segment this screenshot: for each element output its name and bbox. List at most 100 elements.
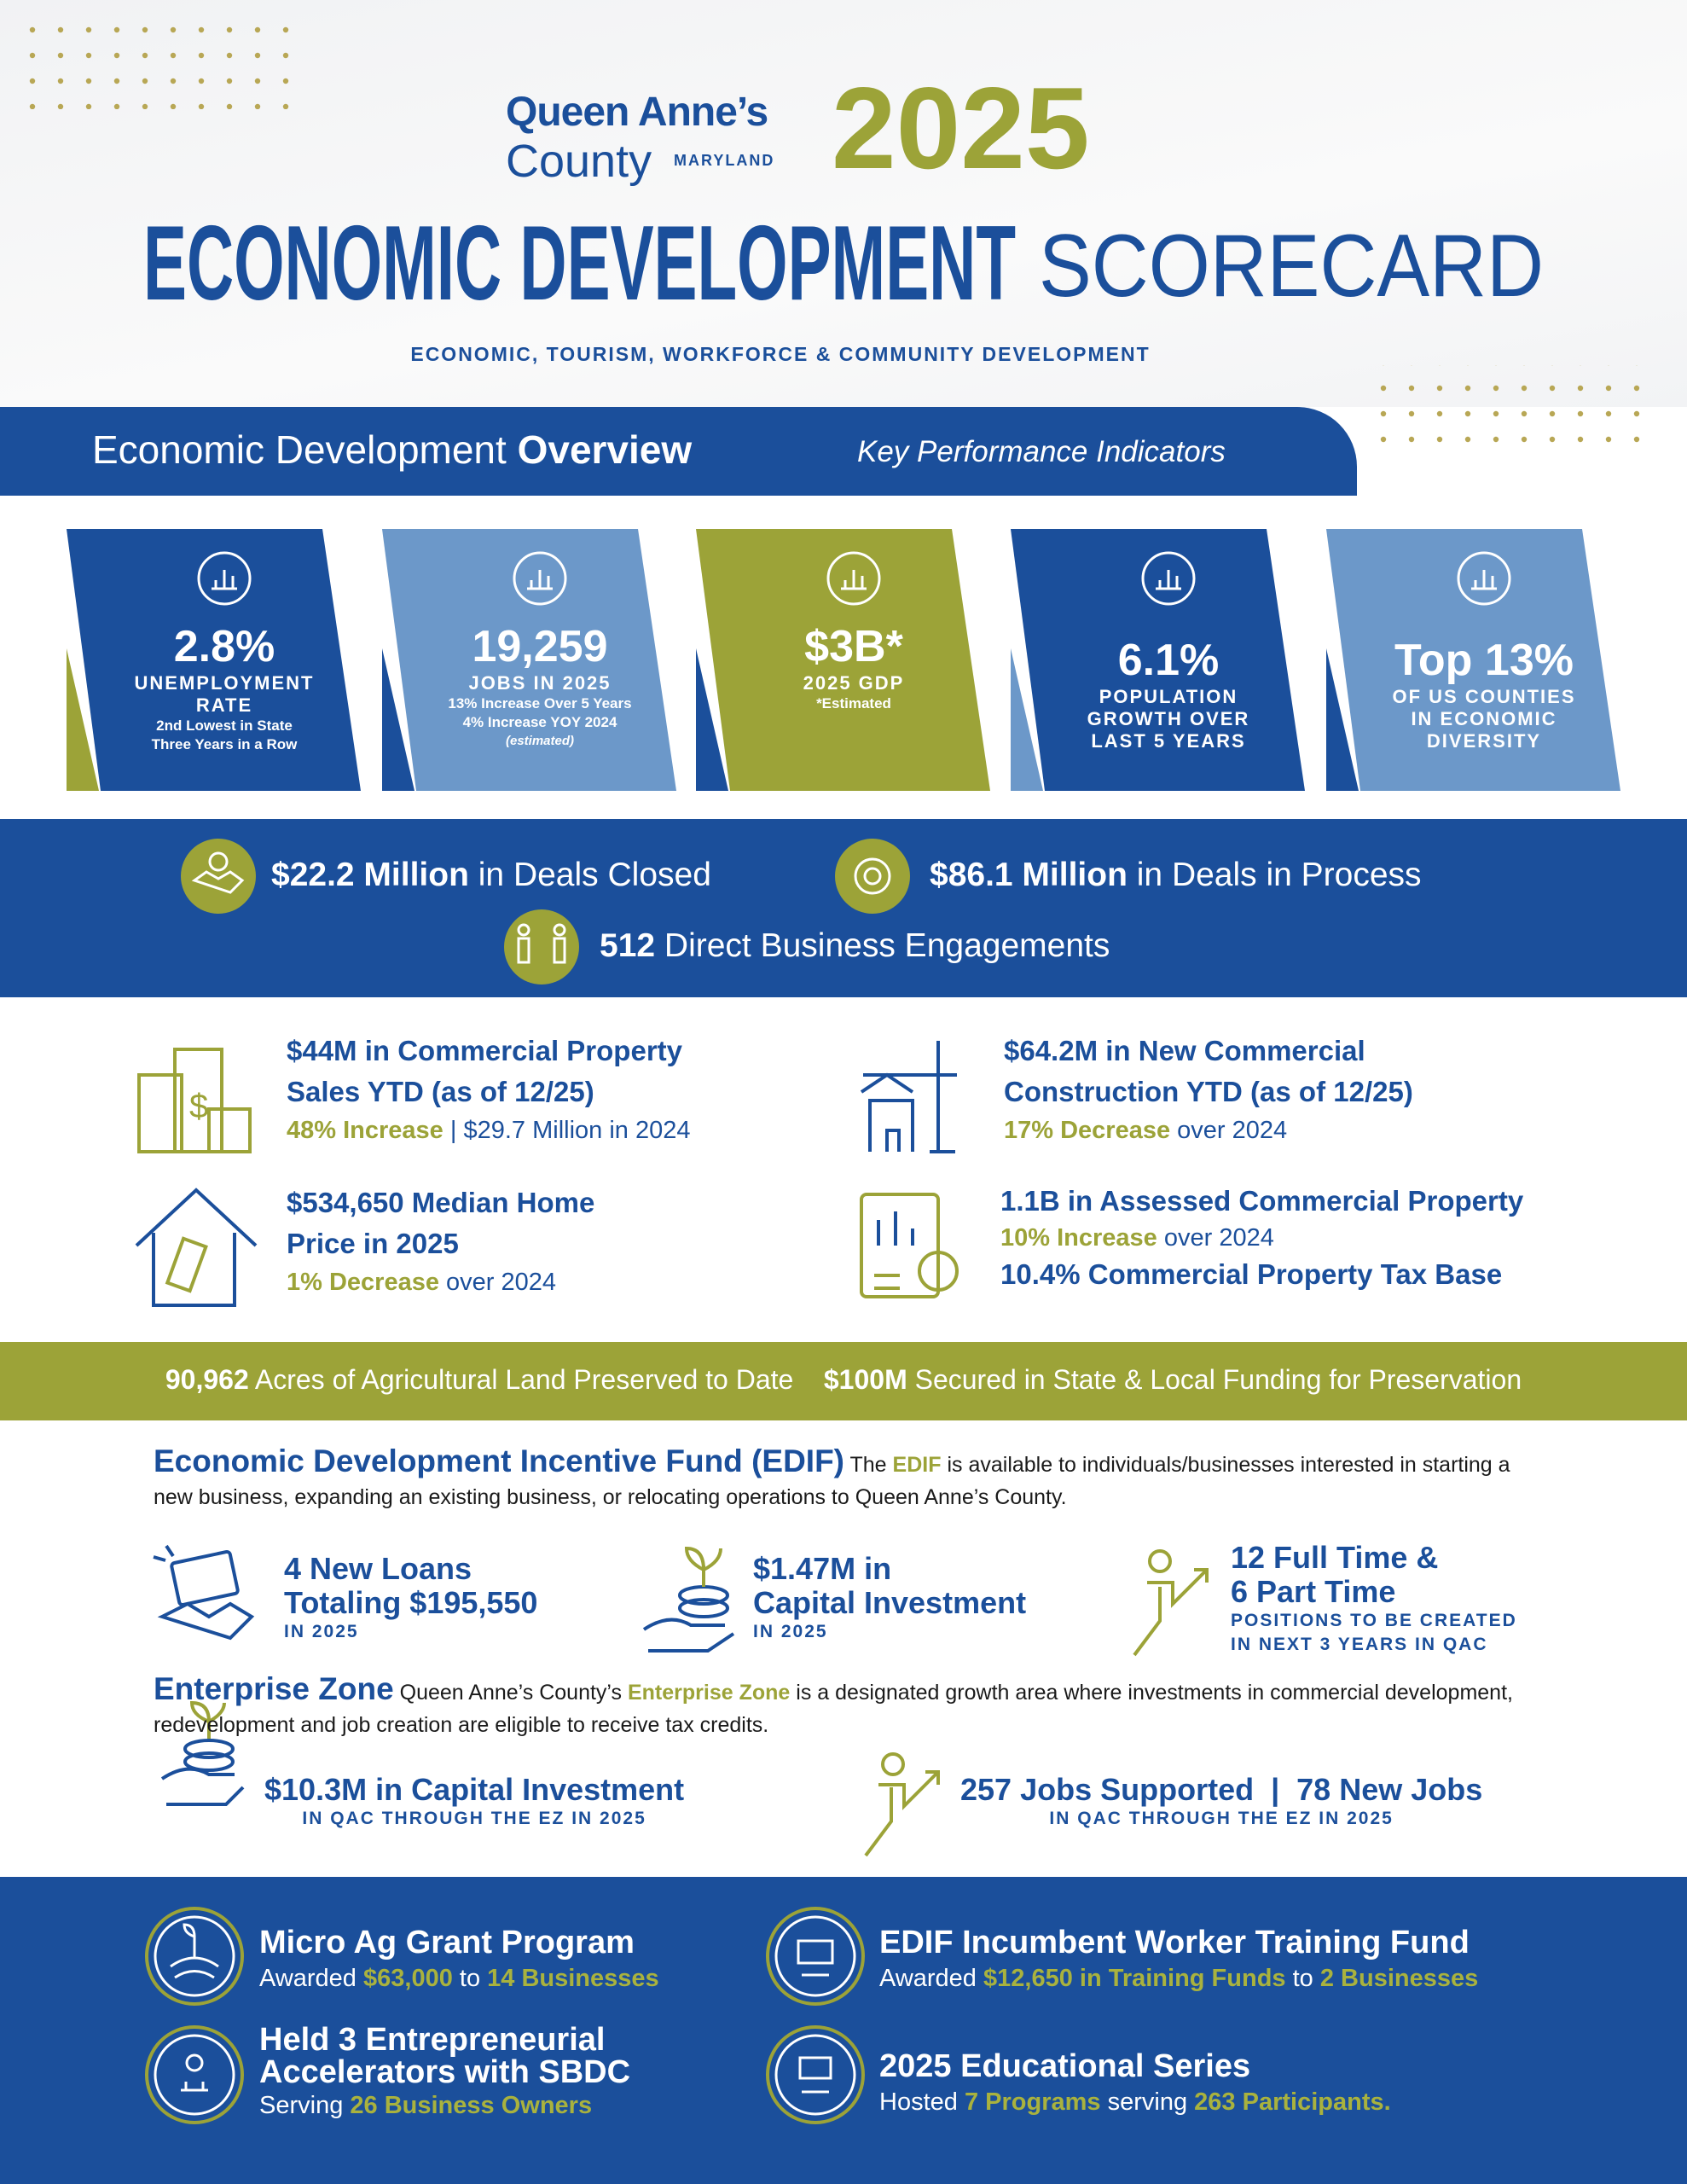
kpi-text: 2.8% UNEMPLOYMENT RATE 2nd Lowest in State T…: [101, 621, 348, 754]
deal-item: $86.1 Million in Deals in Process: [930, 857, 1422, 894]
edif-stat-title: 12 Full Time &: [1231, 1540, 1439, 1575]
program-text: serving: [1107, 2088, 1188, 2116]
property-change-line: 10% Increase over 2024: [1000, 1220, 1523, 1256]
kpi-card-accent: [1011, 648, 1043, 791]
ag-text: Secured in State & Local Funding for Pre…: [914, 1364, 1522, 1395]
kpi-text: $3B* 2025 GDP *Estimated: [730, 621, 977, 713]
svg-text:$: $: [189, 1088, 208, 1125]
kpi-card: 2.8% UNEMPLOYMENT RATE 2nd Lowest in State T…: [67, 529, 361, 791]
program: Micro Ag Grant Program Awarded $63,000 t…: [259, 1924, 659, 1995]
kpi-card: $3B* 2025 GDP *Estimated: [696, 529, 990, 791]
property-title: Construction YTD (as of 12/25): [1004, 1076, 1413, 1107]
ez-stat-sub: IN QAC THROUGH THE EZ IN 2025: [302, 1809, 646, 1828]
ez-stat: $10.3M in Capital Investment IN QAC THRO…: [264, 1773, 684, 1831]
kpi-label: RATE: [195, 694, 253, 716]
program: 2025 Educational Series Hosted 7 Program…: [879, 2048, 1391, 2119]
kpi-label: POPULATION: [1099, 686, 1238, 707]
property-title: $44M in Commercial Property: [287, 1035, 682, 1066]
program-highlight: 14 Businesses: [487, 1965, 659, 1992]
kpi-value: 6.1%: [1117, 636, 1220, 685]
program-title: EDIF Incumbent Worker Training Fund: [879, 1925, 1470, 1960]
edif-stat-title: $1.47M in: [753, 1551, 892, 1586]
deal-amount: $86.1 Million: [930, 857, 1128, 893]
program-icons: [145, 1907, 865, 2124]
kpi-card-bg: [696, 529, 990, 791]
property-title: $64.2M in New Commercial: [1004, 1035, 1365, 1066]
kpi-card-shape: [1011, 529, 1305, 791]
edif-heading: Economic Development Incentive Fund (EDI…: [154, 1443, 844, 1478]
kpi-icon-ring: [197, 551, 252, 606]
kpi-icon-detail: [841, 570, 867, 590]
ez-heading: Enterprise Zone: [154, 1671, 394, 1706]
kpi-card-bg: [67, 529, 361, 791]
program-highlight: $12,650 in Training Funds: [983, 1965, 1286, 1992]
property-title: $534,650 Median Home: [287, 1187, 595, 1218]
ez-text: Queen Anne’s County’s: [399, 1681, 623, 1705]
subtitle: ECONOMIC, TOURISM, WORKFORCE & COMMUNITY…: [410, 343, 1151, 365]
ag-amount: $100M: [823, 1364, 907, 1395]
kpi-card: Top 13% OF US COUNTIES IN ECONOMIC DIVERSIT…: [1326, 529, 1620, 791]
program-highlight: 26 Business Owners: [350, 2092, 593, 2119]
kpi-icon: [513, 551, 567, 606]
edif-stat-title: 4 New Loans: [284, 1551, 472, 1586]
kpi-label: JOBS IN 2025: [468, 672, 612, 694]
edif-stat-title: Capital Investment: [753, 1585, 1027, 1620]
kpi-icon: [197, 551, 252, 606]
program: Held 3 Entrepreneurial Accelerators with…: [259, 2024, 630, 2123]
agriculture-band: [0, 1342, 1687, 1420]
ez-stat-title: $10.3M in Capital Investment: [264, 1772, 685, 1807]
kpi-card-shape: [382, 529, 676, 791]
kpi-label: IN ECONOMIC: [1411, 708, 1557, 729]
kpi-card-shape: [696, 529, 990, 791]
kpi-icon-detail: [527, 570, 553, 590]
program-detail: Hosted 7 Programs serving 263 Participan…: [879, 2085, 1391, 2119]
kpi-icon-detail: [212, 570, 237, 590]
edif-stat-sub: POSITIONS TO BE CREATED: [1231, 1611, 1517, 1630]
deal-item: 512 Direct Business Engagements: [600, 927, 1110, 965]
kpi-card: 6.1% POPULATION GROWTH OVER LAST 5 YEARS: [1011, 529, 1305, 791]
edif-stat-sub: IN 2025: [284, 1622, 359, 1641]
ez-highlight: Enterprise Zone: [627, 1681, 791, 1705]
property-item: $64.2M in New Commercial Construction YT…: [1004, 1031, 1413, 1148]
program-text: Awarded: [259, 1965, 357, 1992]
kpi-icon-detail: [1156, 570, 1181, 590]
kpi-icon-ring: [513, 551, 567, 606]
edif-stat-sub: IN 2025: [753, 1622, 828, 1641]
property-extra: 10.4% Commercial Property Tax Base: [1000, 1258, 1503, 1290]
edif-icons: [153, 1544, 1209, 1857]
edif-stat-sub: IN NEXT 3 YEARS IN QAC: [1231, 1635, 1488, 1654]
kpi-value: 2.8%: [173, 622, 275, 671]
ez-stat: 257 Jobs Supported | 78 New Jobs IN QAC …: [960, 1773, 1482, 1831]
kpi-value: 19,259: [472, 622, 608, 671]
property-change-line: 48% Increase | $29.7 Million in 2024: [287, 1112, 690, 1148]
kpi-icon: [1457, 551, 1511, 606]
decor-dots: [9, 24, 1659, 450]
kpi-text: 19,259 JOBS IN 2025 13% Increase Over 5 Ye…: [416, 621, 664, 751]
property-title: Sales YTD (as of 12/25): [287, 1076, 594, 1107]
kpi-icon-ring: [1457, 551, 1511, 606]
deals-band: [0, 819, 1687, 997]
kpi-text: Top 13% OF US COUNTIES IN ECONOMIC DIVERSIT…: [1360, 635, 1608, 752]
edif-stat-title: Totaling $195,550: [284, 1585, 538, 1620]
deal-text: in Deals in Process: [1136, 857, 1422, 893]
agriculture-line: 90,962 Acres of Agricultural Land Preser…: [0, 1364, 1687, 1396]
title-bold: ECONOMIC DEVELOPMENT: [143, 205, 1016, 316]
brand-state: MARYLAND: [674, 152, 775, 169]
edif-stat-title: 6 Part Time: [1231, 1574, 1396, 1609]
program-text: Awarded: [879, 1965, 977, 1992]
program-text: Serving: [259, 2092, 344, 2119]
property-item: $534,650 Median Home Price in 2025 1% De…: [287, 1182, 594, 1300]
program-highlight: 2 Businesses: [1319, 1965, 1479, 1992]
property-note: over 2024: [1163, 1224, 1274, 1252]
kpi-card-bg: [1326, 529, 1620, 791]
brand-name: Queen Anne’s: [506, 90, 768, 135]
program-detail: Awarded $12,650 in Training Funds to 2 B…: [879, 1961, 1478, 1995]
program-title: Accelerators with SBDC: [259, 2054, 631, 2090]
edif-paragraph: Economic Development Incentive Fund (EDI…: [154, 1445, 1518, 1513]
ez-text: is a designated growth area where invest…: [154, 1681, 1513, 1737]
kpi-text: 6.1% POPULATION GROWTH OVER LAST 5 YEARS: [1045, 635, 1292, 752]
deal-amount: 512: [600, 927, 656, 964]
deal-amount: $22.2 Million: [271, 857, 469, 893]
deal-icons: [181, 839, 910, 985]
